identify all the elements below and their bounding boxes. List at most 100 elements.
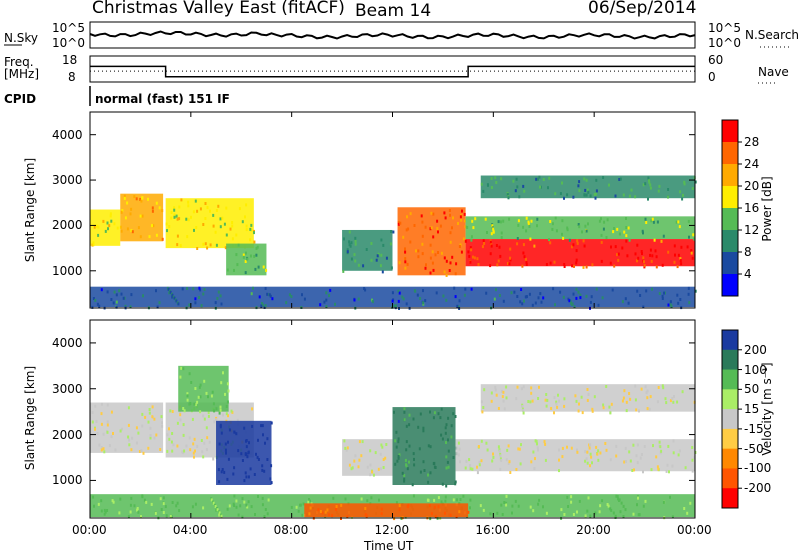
velocity-speckle [532, 450, 535, 454]
velocity-speckle [237, 449, 240, 453]
velocity-speckle [186, 394, 189, 398]
velocity-speckle [445, 423, 448, 427]
velocity-colorbar-segment [722, 349, 738, 371]
power-speckle [496, 263, 499, 267]
power-speckle [169, 290, 172, 294]
power-speckle [507, 262, 509, 265]
power-speckle [179, 244, 182, 248]
power-speckle [492, 230, 495, 234]
velocity-speckle [205, 391, 208, 395]
velocity-speckle [432, 416, 435, 420]
power-speckle [679, 259, 682, 263]
power-speckle [688, 235, 690, 239]
velocity-speckle [112, 500, 115, 504]
power-speckle [482, 239, 485, 243]
velocity-speckle [183, 449, 186, 453]
power-speckle [120, 210, 123, 214]
power-speckle [421, 242, 424, 246]
power-speckle [237, 243, 240, 247]
power-speckle [215, 209, 218, 212]
velocity-speckle [469, 467, 472, 471]
power-speckle [155, 233, 158, 237]
velocity-speckle [182, 367, 185, 371]
velocity-speckle [224, 448, 227, 452]
power-speckle [166, 229, 168, 233]
velocity-speckle [223, 470, 226, 474]
power-speckle [187, 200, 190, 204]
velocity-speckle [652, 444, 654, 448]
velocity-speckle [128, 443, 131, 447]
power-speckle [655, 265, 658, 269]
power-speckle [123, 196, 126, 200]
power-speckle [653, 238, 656, 242]
power-speckle [640, 250, 643, 253]
velocity-speckle [661, 384, 664, 388]
velocity-speckle [422, 460, 425, 464]
power-speckle [566, 226, 569, 230]
velocity-speckle [642, 504, 645, 508]
velocity-speckle [446, 460, 449, 464]
velocity-speckle [257, 458, 260, 461]
velocity-speckle [361, 440, 364, 444]
power-speckle [563, 265, 566, 268]
power-speckle [231, 237, 234, 241]
power-speckle [577, 223, 580, 226]
velocity-speckle [186, 392, 189, 396]
power-speckle [329, 288, 332, 292]
power-speckle [390, 230, 392, 233]
velocity-speckle [203, 379, 206, 383]
velocity-speckle [93, 504, 95, 508]
power-speckle [202, 223, 205, 226]
velocity-speckle [266, 458, 269, 461]
velocity-speckle [671, 515, 674, 519]
power-speckle [559, 192, 562, 196]
power-speckle [440, 251, 443, 255]
power-speckle [470, 287, 473, 291]
velocity-speckle [576, 510, 578, 514]
velocity-speckle [405, 440, 408, 444]
power-speckle [436, 227, 439, 231]
power-speckle [432, 212, 435, 216]
power-speckle [600, 259, 603, 263]
velocity-speckle [511, 511, 513, 515]
power-speckle [171, 293, 174, 297]
velocity-speckle [221, 468, 224, 471]
velocity-speckle [640, 387, 643, 391]
power-speckle [624, 297, 627, 301]
velocity-speckle [538, 385, 540, 389]
power-speckle [489, 252, 492, 256]
power-speckle [223, 222, 226, 226]
power-speckle [679, 298, 682, 301]
power-speckle [625, 217, 627, 220]
power-speckle [187, 218, 190, 222]
power-speckle [233, 268, 235, 272]
velocity-speckle [160, 508, 163, 511]
power-speckle [392, 230, 395, 234]
velocity-speckle [213, 420, 216, 424]
velocity-speckle [648, 407, 651, 411]
velocity-speckle [103, 450, 106, 454]
power-speckle [680, 245, 683, 249]
power-speckle [516, 185, 519, 189]
velocity-speckle [452, 456, 455, 459]
velocity-speckle [205, 448, 208, 452]
power-speckle [585, 193, 588, 197]
power-speckle [381, 270, 384, 274]
power-speckle [573, 264, 575, 268]
velocity-speckle [197, 395, 200, 399]
power-speckle [429, 256, 432, 260]
velocity-speckle [459, 460, 461, 464]
power-speckle [353, 298, 356, 302]
power-speckle [561, 219, 564, 223]
power-speckle [661, 294, 664, 298]
velocity-speckle [529, 505, 532, 509]
power-speckle [585, 229, 588, 233]
power-speckle [156, 305, 159, 309]
velocity-speckle [96, 432, 99, 436]
power-speckle [578, 189, 581, 193]
velocity-speckle [418, 447, 421, 451]
velocity-speckle [557, 393, 559, 397]
velocity-speckle [154, 511, 157, 515]
velocity-speckle [691, 458, 694, 462]
velocity-speckle [617, 497, 620, 501]
